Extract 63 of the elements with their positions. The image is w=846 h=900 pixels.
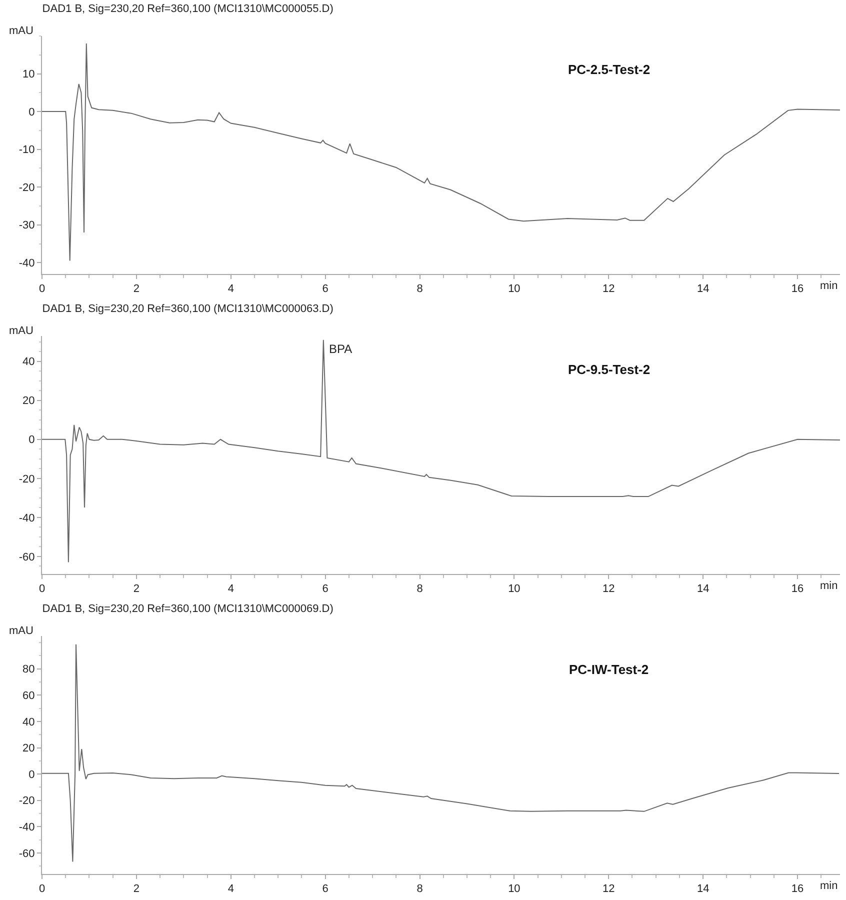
y-tick-label: 20 xyxy=(22,742,35,755)
y-tick-label: 40 xyxy=(22,356,35,368)
x-tick-label: 16 xyxy=(791,883,804,896)
x-tick-label: 2 xyxy=(133,883,140,896)
x-tick-label: 0 xyxy=(38,883,46,896)
x-axis-title: min xyxy=(820,280,838,292)
x-tick-label: 2 xyxy=(133,583,140,596)
x-tick-label: 8 xyxy=(416,883,423,896)
y-tick-label: -60 xyxy=(18,551,35,564)
y-tick-label: -40 xyxy=(18,822,35,834)
annotation: PC-2.5-Test-2 xyxy=(568,62,650,77)
x-axis-title: min xyxy=(820,880,838,892)
y-tick-label: -40 xyxy=(18,512,35,524)
y-tick-label: 10 xyxy=(22,68,35,81)
x-tick-label: 4 xyxy=(228,583,234,596)
x-tick-label: 12 xyxy=(602,283,615,296)
x-tick-label: 8 xyxy=(416,283,423,296)
x-tick-label: 10 xyxy=(508,583,520,596)
y-tick-label: -10 xyxy=(18,144,35,156)
y-tick-label: -20 xyxy=(18,795,35,808)
x-tick-label: 12 xyxy=(602,583,615,596)
annotation: PC-IW-Test-2 xyxy=(569,662,649,677)
chart-title: DAD1 B, Sig=230,20 Ref=360,100 (MCI1310\MC000069.D) xyxy=(42,603,334,616)
x-tick-label: 4 xyxy=(228,883,234,896)
line-series xyxy=(42,43,840,262)
x-tick-label: 10 xyxy=(508,283,520,296)
annotation: BPA xyxy=(329,342,352,356)
x-tick-label: 14 xyxy=(696,283,710,296)
x-tick-label: 6 xyxy=(322,283,328,296)
x-tick-label: 2 xyxy=(133,283,140,296)
y-axis-title: mAU xyxy=(9,25,34,37)
x-tick-label: 0 xyxy=(38,583,46,596)
y-tick-label: -20 xyxy=(18,473,35,486)
x-tick-label: 14 xyxy=(696,583,710,596)
y-tick-label: -40 xyxy=(18,258,35,270)
chart-title: DAD1 B, Sig=230,20 Ref=360,100 (MCI1310\MC000063.D) xyxy=(42,303,334,316)
line-series xyxy=(42,339,840,563)
annotation: PC-9.5-Test-2 xyxy=(568,362,650,377)
y-tick-label: 40 xyxy=(22,716,35,728)
x-tick-label: 0 xyxy=(38,283,46,296)
x-axis-title: min xyxy=(820,580,838,592)
y-tick-label: 0 xyxy=(28,106,35,118)
x-tick-label: 6 xyxy=(322,883,328,896)
chart-title: DAD1 B, Sig=230,20 Ref=360,100 (MCI1310\MC000055.D) xyxy=(42,3,334,16)
y-tick-label: -20 xyxy=(18,182,35,194)
x-tick-label: 8 xyxy=(416,583,423,596)
x-tick-label: 16 xyxy=(791,583,804,596)
y-tick-label: 20 xyxy=(22,395,35,408)
x-tick-label: 12 xyxy=(602,883,615,896)
x-tick-label: 6 xyxy=(322,583,328,596)
y-tick-label: -30 xyxy=(18,220,35,232)
y-tick-label: 0 xyxy=(28,768,35,781)
y-tick-label: -60 xyxy=(18,848,35,860)
x-tick-label: 10 xyxy=(508,883,520,896)
x-tick-label: 4 xyxy=(228,283,234,296)
y-tick-label: 0 xyxy=(28,434,35,446)
x-tick-label: 14 xyxy=(696,883,710,896)
y-axis-title: mAU xyxy=(9,325,34,337)
x-tick-label: 16 xyxy=(791,283,804,296)
y-axis-title: mAU xyxy=(9,625,34,637)
y-tick-label: 80 xyxy=(22,664,35,676)
line-series xyxy=(42,644,840,862)
y-tick-label: 60 xyxy=(22,690,35,702)
